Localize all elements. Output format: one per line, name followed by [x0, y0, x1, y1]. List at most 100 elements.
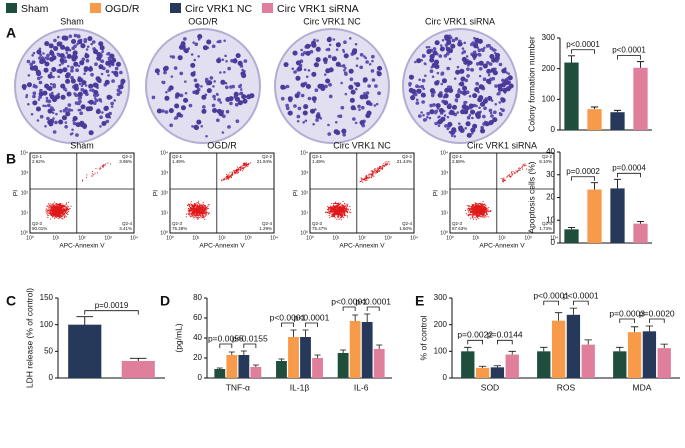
- plate-title: Sham: [60, 16, 84, 26]
- bar: [642, 331, 657, 378]
- quadrant-name: Q2-1: [312, 154, 323, 159]
- y-tick-label: 100: [542, 94, 556, 103]
- y-tick-label: 200: [434, 320, 448, 329]
- y-tick-label: 40: [546, 147, 555, 156]
- bar: [214, 369, 226, 378]
- bar: [475, 367, 490, 378]
- y-tick-label: 80: [193, 293, 202, 302]
- bar: [361, 322, 373, 378]
- p-value: p=0.0003: [609, 308, 645, 318]
- significance-bracket: [219, 343, 233, 348]
- error-bar: [240, 350, 247, 355]
- quadrant-name: Q2-2: [542, 154, 553, 159]
- y-tick-label: 0: [551, 238, 556, 247]
- flow-frame: [169, 152, 275, 234]
- bar: [68, 324, 102, 378]
- x-tick-label: ROS: [557, 382, 576, 392]
- x-tick-label: SOD: [481, 382, 499, 392]
- significance-bracket: [571, 49, 595, 54]
- quadrant-name: Q2-1: [32, 154, 43, 159]
- panel-label: B: [6, 151, 16, 167]
- significance-bracket: [84, 310, 139, 315]
- p-value: p<0.0001: [566, 40, 600, 49]
- error-bar: [376, 344, 383, 349]
- error-bar: [228, 351, 235, 355]
- significance-bracket: [342, 306, 356, 311]
- bar: [564, 229, 579, 243]
- quadrant-value: 90.01%: [32, 226, 47, 231]
- bar: [300, 337, 311, 378]
- significance-bracket: [617, 55, 641, 60]
- bar: [633, 223, 648, 243]
- y-tick-label: 20: [546, 193, 555, 202]
- error-bar: [540, 346, 548, 352]
- flow-x-tick: 10¹: [332, 235, 340, 241]
- error-bar: [660, 343, 668, 349]
- quadrant-value: 2.62%: [32, 159, 45, 164]
- bar: [312, 358, 323, 378]
- flow-y-tick: 10³: [441, 170, 449, 176]
- p-value: p=0.0002: [566, 167, 600, 176]
- quadrant-value: 75.47%: [312, 226, 327, 231]
- quadrant-value: 1.49%: [312, 159, 325, 164]
- legend-label: Sham: [21, 3, 49, 15]
- significance-bracket: [467, 339, 483, 345]
- quadrant-name: Q2-2: [122, 154, 133, 159]
- significance-bracket: [243, 343, 257, 348]
- flow-y-tick: 10³: [301, 170, 309, 176]
- flow-y-tick: 10⁴: [440, 150, 448, 156]
- quadrant-value: 75.28%: [172, 226, 187, 231]
- flow-x-tick: 10³: [524, 235, 532, 241]
- quadrant-value: 21.94%: [257, 159, 272, 164]
- panel-label: C: [6, 293, 16, 309]
- error-bar: [569, 307, 578, 315]
- legend-label: Circ VRK1 NC: [185, 3, 253, 15]
- p-value: p<0.0001: [294, 312, 330, 322]
- p-value: p=0.0055: [208, 333, 244, 343]
- p-value: p=0.0022: [457, 330, 493, 340]
- p-value: p=0.0155: [232, 333, 268, 343]
- significance-bracket: [543, 300, 559, 306]
- quadrant-name: Q2-3: [32, 221, 43, 226]
- legend-label: Circ VRK1 siRNA: [277, 3, 359, 15]
- quadrant-value: 2.58%: [452, 159, 465, 164]
- bar: [121, 360, 155, 378]
- error-bar: [554, 312, 563, 321]
- flow-x-tick: 10⁴: [130, 235, 138, 241]
- error-bar: [645, 325, 654, 332]
- bar: [490, 367, 505, 378]
- significance-bracket: [366, 306, 380, 311]
- y-tick-label: 10: [546, 215, 555, 224]
- plate-title: OGD/R: [188, 16, 218, 26]
- bar: [587, 189, 602, 243]
- error-bar: [478, 365, 487, 368]
- quadrant-name: Q2-4: [402, 221, 413, 226]
- bar: [461, 351, 475, 378]
- bar: [627, 332, 642, 378]
- y-tick-label: 30: [546, 170, 555, 179]
- quadrant-name: Q2-4: [122, 221, 133, 226]
- flow-y-tick: 10³: [161, 170, 169, 176]
- quadrant-name: Q2-2: [262, 154, 273, 159]
- quadrant-value: 1.29%: [259, 226, 272, 231]
- error-bar: [352, 314, 359, 321]
- quadrant-value: 1.49%: [172, 159, 185, 164]
- plate: [274, 28, 390, 144]
- x-tick-label: IL-1β: [290, 382, 310, 392]
- flow-x-tick: 10⁰: [446, 235, 454, 241]
- p-value: p<0.0001: [270, 312, 306, 322]
- flow-x-label: APC-Annexin V: [199, 243, 245, 250]
- legend-label: OGD/R: [105, 3, 140, 15]
- quadrant-name: Q2-4: [262, 221, 273, 226]
- y-tick-label: 60: [193, 313, 202, 322]
- panel-label: A: [6, 25, 16, 41]
- bar: [349, 321, 361, 378]
- flow-y-tick: 10⁴: [300, 150, 308, 156]
- colonies: [280, 37, 383, 136]
- y-tick-label: 200: [542, 64, 556, 73]
- flow-x-tick: 10⁴: [270, 235, 278, 241]
- quadrant-name: Q2-3: [452, 221, 463, 226]
- quadrant-name: Q2-1: [172, 154, 183, 159]
- error-bar: [278, 358, 285, 361]
- bar: [337, 353, 349, 378]
